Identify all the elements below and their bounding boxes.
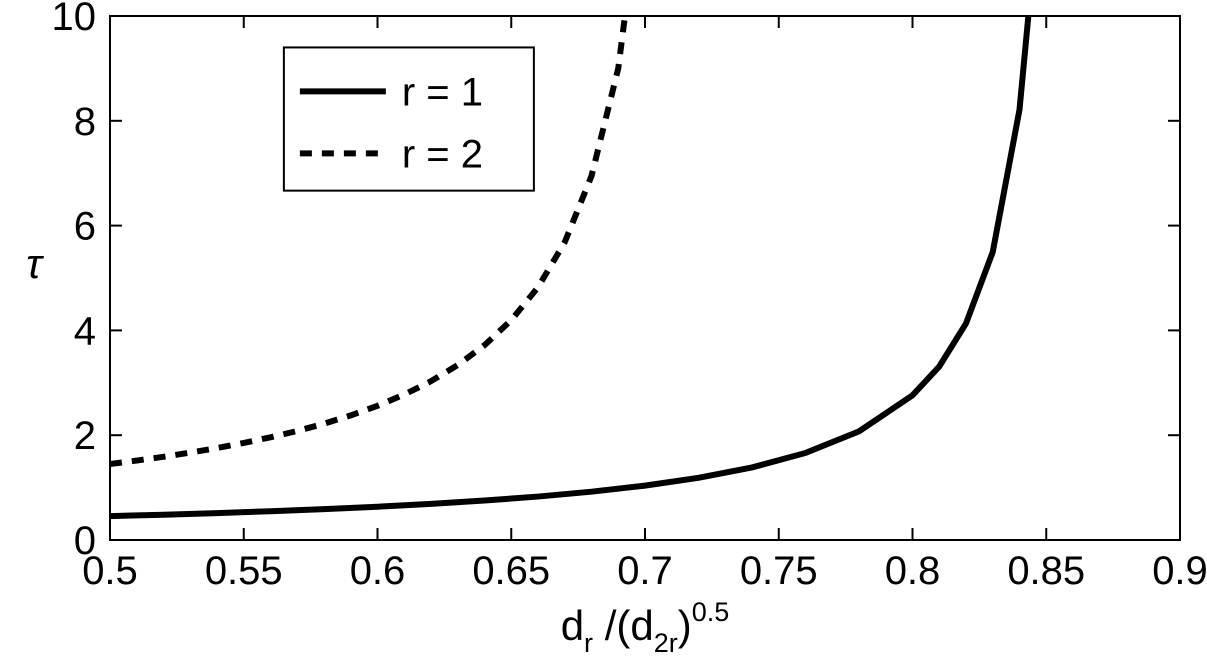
- x-tick-label: 0.7: [617, 549, 673, 593]
- legend-label-0: r = 1: [402, 70, 483, 114]
- y-tick-label: 6: [74, 205, 96, 249]
- series-line-0: [110, 0, 1068, 516]
- x-tick-label: 0.8: [885, 549, 941, 593]
- x-tick-label: 0.55: [205, 549, 283, 593]
- y-tick-label: 10: [52, 0, 97, 39]
- x-tick-label: 0.6: [350, 549, 406, 593]
- plot-group: [110, 0, 1068, 516]
- legend-label-1: r = 2: [402, 132, 483, 176]
- line-chart: 0.50.550.60.650.70.750.80.850.90246810τd…: [0, 0, 1207, 664]
- y-tick-label: 2: [74, 414, 96, 458]
- y-tick-label: 0: [74, 519, 96, 563]
- x-tick-label: 0.85: [1007, 549, 1085, 593]
- chart-container: 0.50.550.60.650.70.750.80.850.90246810τd…: [0, 0, 1207, 664]
- x-tick-label: 0.75: [740, 549, 818, 593]
- y-tick-label: 4: [74, 309, 96, 353]
- x-axis-label: dr /(d2r)0.5: [561, 597, 730, 658]
- y-tick-label: 8: [74, 100, 96, 144]
- x-tick-label: 0.65: [472, 549, 550, 593]
- y-axis-label: τ: [26, 240, 44, 287]
- x-tick-label: 0.9: [1152, 549, 1207, 593]
